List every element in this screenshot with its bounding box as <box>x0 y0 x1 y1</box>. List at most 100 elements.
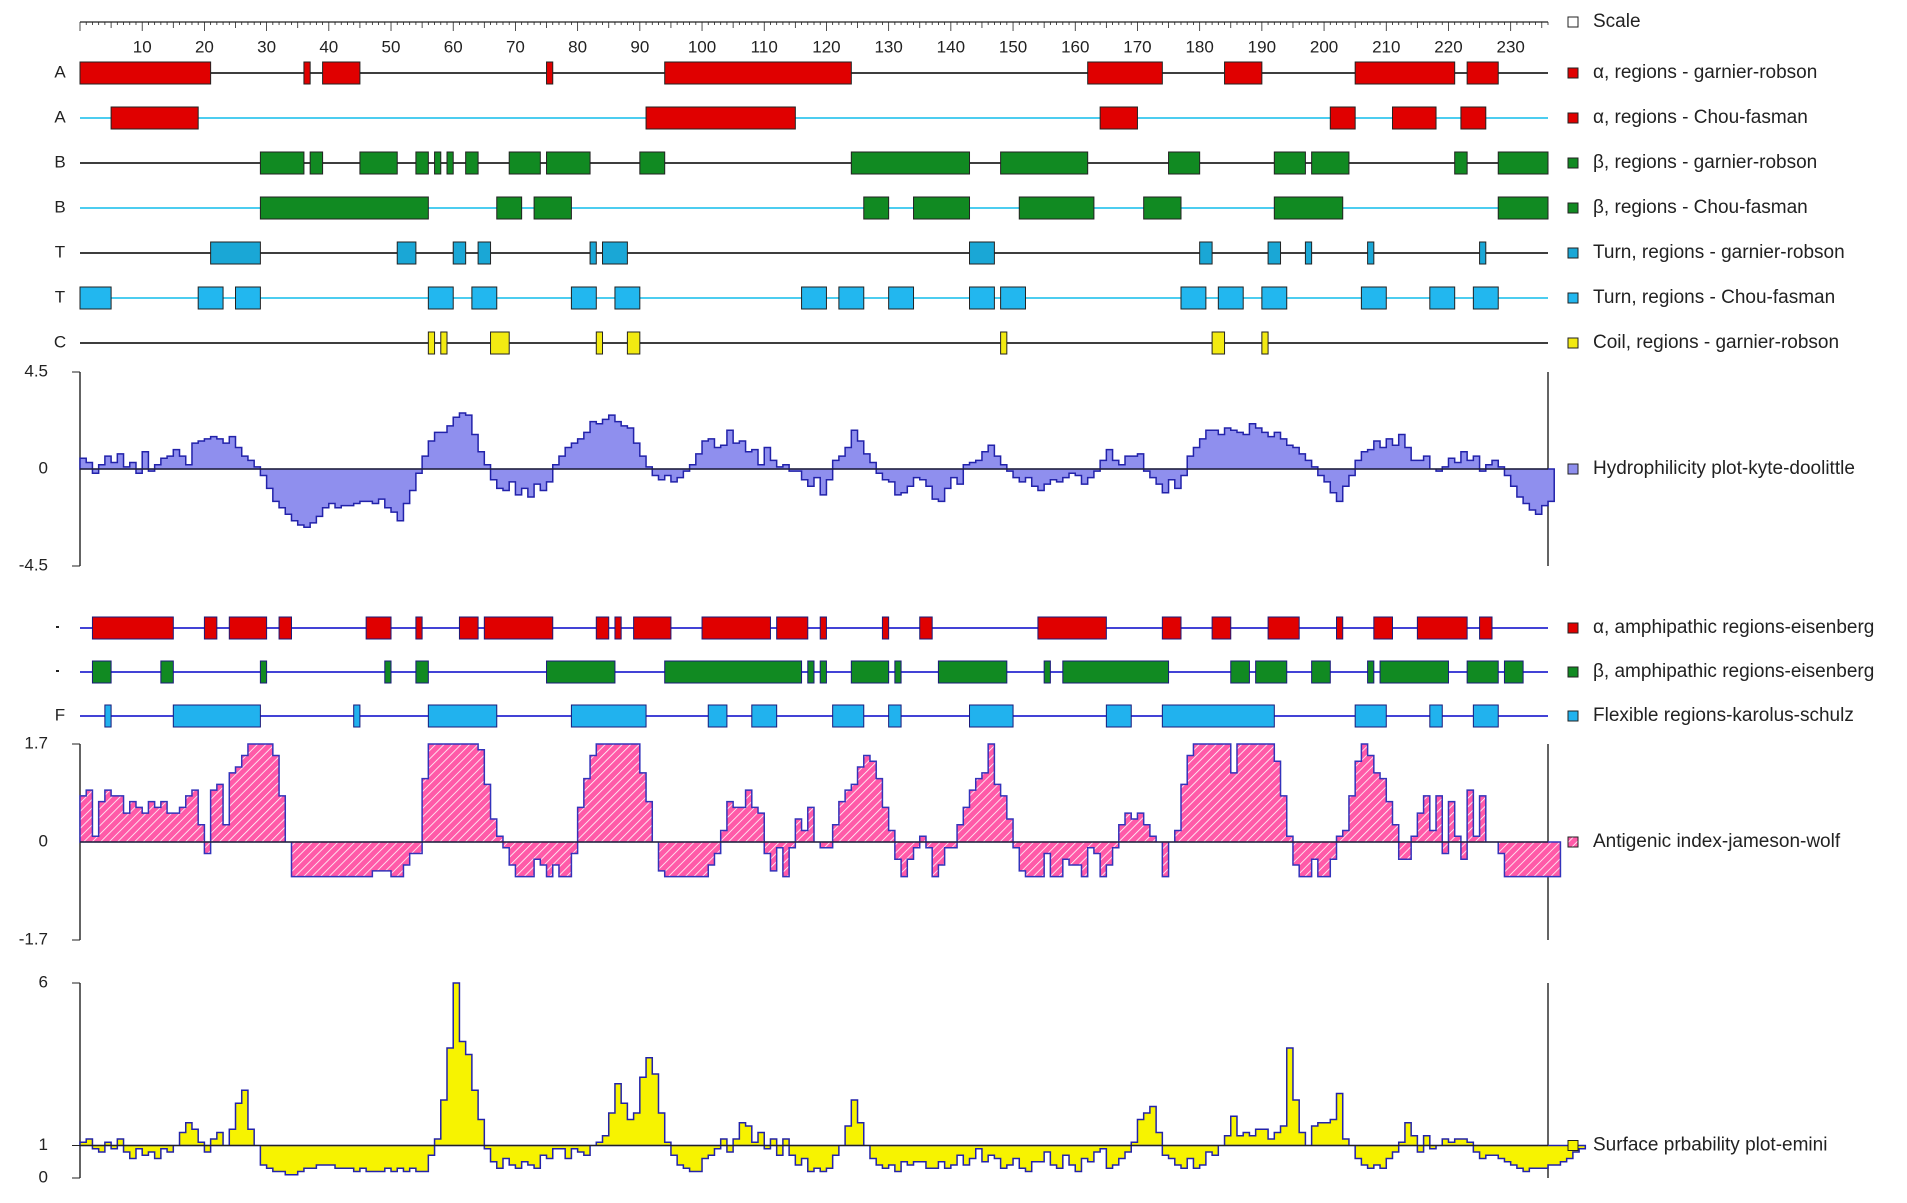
region-beta_amph <box>259 660 268 684</box>
region-flex <box>888 704 902 728</box>
region-flex <box>104 704 112 728</box>
region-beta_gr <box>465 151 479 175</box>
region-alpha_amph <box>415 616 423 640</box>
track-label-turn_gr: T <box>55 242 65 261</box>
region-turn_cf <box>1360 286 1387 310</box>
region-alpha_gr <box>1354 61 1456 85</box>
legend-label-antigen: Antigenic index-jameson-wolf <box>1593 831 1841 852</box>
track-label-turn_cf: T <box>55 287 65 306</box>
region-turn_gr <box>1304 241 1313 265</box>
region-flex <box>1105 704 1132 728</box>
region-alpha_amph <box>365 616 392 640</box>
region-turn_cf <box>801 286 827 310</box>
region-beta_amph <box>160 660 174 684</box>
region-alpha_amph <box>1336 616 1344 640</box>
scale-tick-label: 50 <box>382 37 401 56</box>
region-beta_amph <box>1230 660 1250 684</box>
region-beta_gr <box>259 151 305 175</box>
legend-label-alpha_cf: α, regions - Chou-fasman <box>1593 107 1808 128</box>
region-alpha_amph <box>1267 616 1300 640</box>
scale-tick-label: 140 <box>937 37 965 56</box>
region-flex <box>751 704 778 728</box>
region-alpha_amph <box>228 616 268 640</box>
legend-swatch-turn_cf <box>1567 292 1579 304</box>
scale-tick-label: 150 <box>999 37 1027 56</box>
region-beta_cf <box>1497 196 1549 220</box>
region-turn_gr <box>1199 241 1213 265</box>
region-alpha_gr <box>322 61 361 85</box>
region-beta_amph <box>415 660 429 684</box>
region-turn_cf <box>969 286 995 310</box>
surface-ytick: 6 <box>39 972 48 991</box>
region-beta_gr <box>1454 151 1468 175</box>
region-coil_gr <box>490 331 510 355</box>
scale-tick-label: 90 <box>630 37 649 56</box>
region-beta_gr <box>639 151 666 175</box>
legend-swatch-surface <box>1567 1140 1579 1151</box>
region-flex <box>353 704 361 728</box>
legend-label-beta_amph: β, amphipathic regions-eisenberg <box>1593 661 1874 682</box>
region-alpha_amph <box>776 616 809 640</box>
region-alpha_amph <box>1161 616 1182 640</box>
region-beta_amph <box>894 660 902 684</box>
legend-label-alpha_amph: α, amphipathic regions-eisenberg <box>1593 617 1874 638</box>
region-beta_gr <box>446 151 454 175</box>
scale-tick-label: 190 <box>1248 37 1276 56</box>
region-flex <box>832 704 865 728</box>
region-turn_gr <box>452 241 467 265</box>
region-beta_gr <box>508 151 541 175</box>
scale-tick-label: 110 <box>751 37 778 56</box>
region-turn_cf <box>197 286 224 310</box>
region-alpha_amph <box>91 616 174 640</box>
scale-tick-label: 40 <box>319 37 338 56</box>
region-flex <box>707 704 728 728</box>
region-flex <box>1354 704 1387 728</box>
region-beta_amph <box>937 660 1008 684</box>
track-label-beta_gr: B <box>54 152 65 171</box>
scale-tick-label: 180 <box>1185 37 1213 56</box>
surface-ytick: 1 <box>39 1135 48 1154</box>
region-turn_gr <box>210 241 261 265</box>
region-alpha_gr <box>664 61 852 85</box>
region-beta_cf <box>863 196 890 220</box>
region-flex <box>1472 704 1499 728</box>
region-alpha_amph <box>881 616 890 640</box>
region-flex <box>1161 704 1275 728</box>
legend-swatch-beta_amph <box>1567 666 1579 678</box>
surface-ytick: 0 <box>39 1167 48 1186</box>
region-turn_cf <box>235 286 261 310</box>
region-turn_gr <box>602 241 628 265</box>
region-alpha_amph <box>633 616 672 640</box>
legend-swatch-hydro <box>1567 463 1579 475</box>
track-label-coil_gr: C <box>54 332 66 351</box>
region-alpha_gr <box>1087 61 1163 85</box>
region-alpha_amph <box>1373 616 1393 640</box>
region-turn_gr <box>589 241 597 265</box>
legend-swatch-coil_gr <box>1567 337 1579 349</box>
region-alpha_gr <box>303 61 311 85</box>
scale-tick-label: 130 <box>874 37 902 56</box>
region-turn_gr <box>969 241 995 265</box>
track-label-alpha_cf: A <box>54 107 66 126</box>
track-marker-beta_amph <box>56 670 59 672</box>
legend-swatch-beta_gr <box>1567 157 1579 169</box>
legend-swatch-scale <box>1567 16 1579 28</box>
region-turn_cf <box>570 286 597 310</box>
region-flex <box>969 704 1014 728</box>
region-alpha_cf <box>1329 106 1356 130</box>
region-turn_cf <box>471 286 498 310</box>
track-label-alpha_gr: A <box>54 62 66 81</box>
region-turn_cf <box>1000 286 1026 310</box>
region-alpha_amph <box>458 616 479 640</box>
region-turn_cf <box>1472 286 1499 310</box>
region-alpha_amph <box>1211 616 1232 640</box>
hydro-ytick: -4.5 <box>19 555 48 574</box>
region-coil_gr <box>427 331 436 355</box>
region-flex <box>427 704 498 728</box>
region-beta_cf <box>496 196 523 220</box>
region-alpha_amph <box>1416 616 1468 640</box>
region-alpha_cf <box>1460 106 1487 130</box>
region-beta_amph <box>664 660 803 684</box>
legend-swatch-alpha_amph <box>1567 622 1579 634</box>
